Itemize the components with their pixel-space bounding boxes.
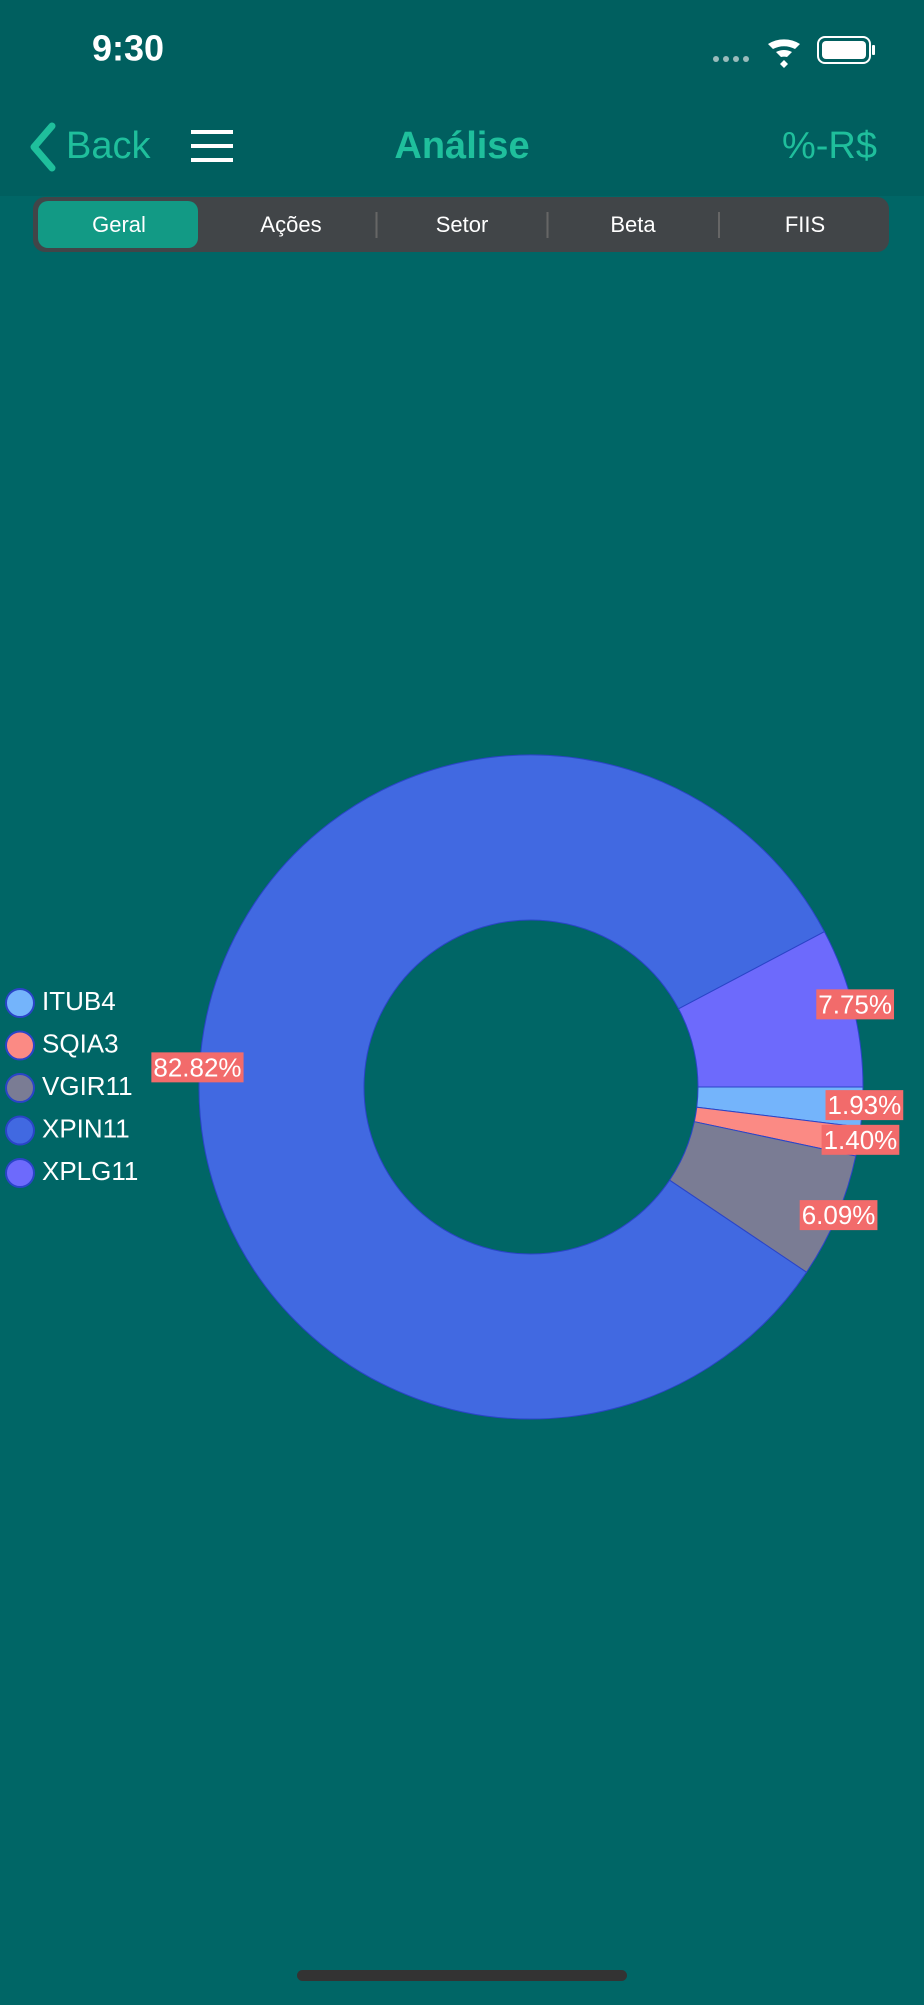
legend-swatch (5, 1073, 35, 1103)
legend-label: VGIR11 (42, 1071, 133, 1101)
legend-swatch (5, 1030, 35, 1061)
nav-title: Análise (394, 125, 529, 167)
data-label: 7.75% (816, 989, 895, 1020)
segmented-control (33, 197, 889, 252)
legend-swatch (5, 988, 35, 1018)
data-label: 1.93% (825, 1090, 904, 1121)
data-label-text: 82.82% (153, 1052, 241, 1082)
tab-label[interactable]: Geral (92, 212, 146, 237)
home-indicator (297, 1970, 627, 1981)
unit-toggle[interactable]: %-R$ (782, 125, 877, 167)
selected-tab (38, 201, 198, 248)
tab-label[interactable]: Beta (610, 212, 656, 237)
back-button[interactable]: Back (30, 122, 151, 172)
back-label[interactable]: Back (66, 125, 151, 167)
data-label: 1.40% (821, 1124, 900, 1155)
time: 9:30 (92, 28, 164, 69)
legend-swatch (5, 1115, 35, 1146)
data-label-bg (825, 1090, 904, 1121)
status-icons (713, 36, 875, 68)
slice (198, 754, 826, 1420)
data-label-text: 1.40% (824, 1125, 898, 1155)
header (0, 0, 924, 196)
data-label-bg (821, 1124, 900, 1155)
legend-label: XPIN11 (42, 1113, 130, 1143)
tab-label[interactable]: Ações (260, 212, 321, 237)
legend-label: SQIA3 (42, 1028, 119, 1058)
data-label-text: 6.09% (802, 1200, 876, 1230)
data-label-bg (799, 1200, 878, 1231)
legend-label: ITUB4 (42, 986, 116, 1016)
data-label-bg (151, 1052, 244, 1083)
legend-label: XPLG11 (42, 1156, 138, 1186)
menu-button[interactable] (191, 130, 233, 162)
data-label: 82.82% (151, 1052, 244, 1083)
data-label-text: 7.75% (818, 989, 892, 1019)
data-label-text: 1.93% (828, 1090, 902, 1120)
legend-swatch (5, 1158, 35, 1188)
tab-label[interactable]: Setor (436, 212, 489, 237)
data-label: 6.09% (799, 1200, 878, 1231)
data-label-bg (816, 989, 895, 1020)
slice (677, 930, 864, 1088)
tab-label[interactable]: FIIS (785, 212, 825, 237)
